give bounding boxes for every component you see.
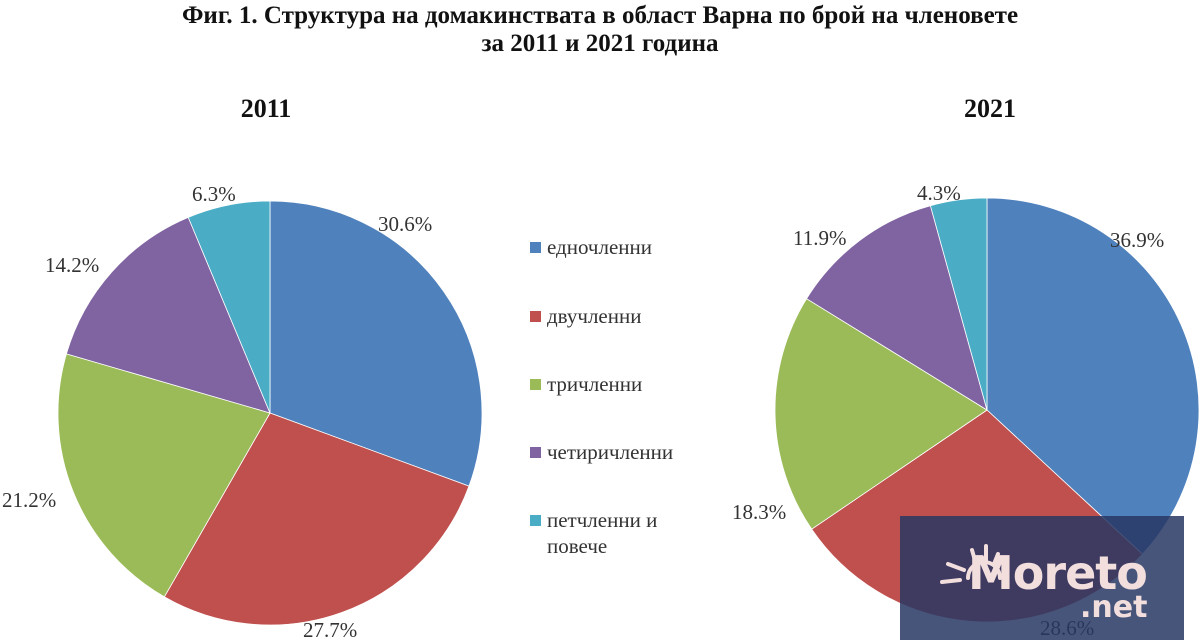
chart-title: Фиг. 1. Структура на домакинствата в обл… [0, 0, 1200, 58]
pie-2021-label-4: 11.9% [793, 226, 847, 250]
pie-2011 [57, 200, 483, 626]
legend-item-five-plus-members: петчленни и повече [530, 507, 657, 559]
pie-slice [269, 200, 483, 487]
legend-item-four-members: четиричленни [530, 439, 673, 465]
pie-2021-label-1: 36.9% [1110, 228, 1165, 252]
legend-label-line2: повече [547, 534, 608, 558]
watermark-logo: Moreto .net [900, 516, 1184, 640]
pie-2021-title: 2021 [964, 94, 1016, 123]
legend-label: двучленни [547, 304, 642, 328]
legend-label: тричленни [547, 372, 643, 396]
pie-2011-label-1: 30.6% [378, 212, 433, 236]
legend-swatch [530, 242, 541, 253]
pie-2011-title: 2011 [240, 94, 292, 123]
legend-swatch [530, 515, 541, 526]
watermark-brand: Moreto [968, 546, 1148, 600]
pie-slice [57, 353, 271, 598]
pie-2021-label-3: 18.3% [732, 500, 787, 524]
legend-label-line1: петчленни и [547, 508, 658, 532]
legend-label: петчленни и повече [547, 507, 657, 559]
pie-slice [774, 298, 988, 530]
pie-2011-label-3: 21.2% [2, 488, 57, 512]
pie-slice [187, 200, 271, 414]
pie-slice [929, 197, 988, 411]
pie-2011-label-2: 27.7% [303, 618, 358, 642]
legend-label: едночленни [547, 235, 652, 259]
legend-swatch [530, 379, 541, 390]
legend-item-one-member: едночленни [530, 234, 652, 260]
legend-swatch [530, 447, 541, 458]
chart-title-line2: за 2011 и 2021 година [481, 30, 719, 57]
legend-item-two-members: двучленни [530, 303, 641, 329]
pie-2011-label-5: 6.3% [192, 182, 236, 206]
pie-slice [65, 216, 271, 414]
legend-swatch [530, 311, 541, 322]
legend-label: четиричленни [547, 440, 674, 464]
pie-slice [986, 197, 1200, 555]
pie-slice [806, 205, 988, 411]
pie-2021-label-5: 4.3% [917, 181, 961, 205]
pie-2011-label-4: 14.2% [45, 253, 100, 277]
watermark-suffix: .net [1080, 590, 1148, 625]
legend-item-three-members: тричленни [530, 371, 642, 397]
sun-icon [940, 544, 1002, 584]
chart-title-line1: Фиг. 1. Структура на домакинствата в обл… [181, 2, 1019, 29]
pie-slice [163, 412, 470, 626]
